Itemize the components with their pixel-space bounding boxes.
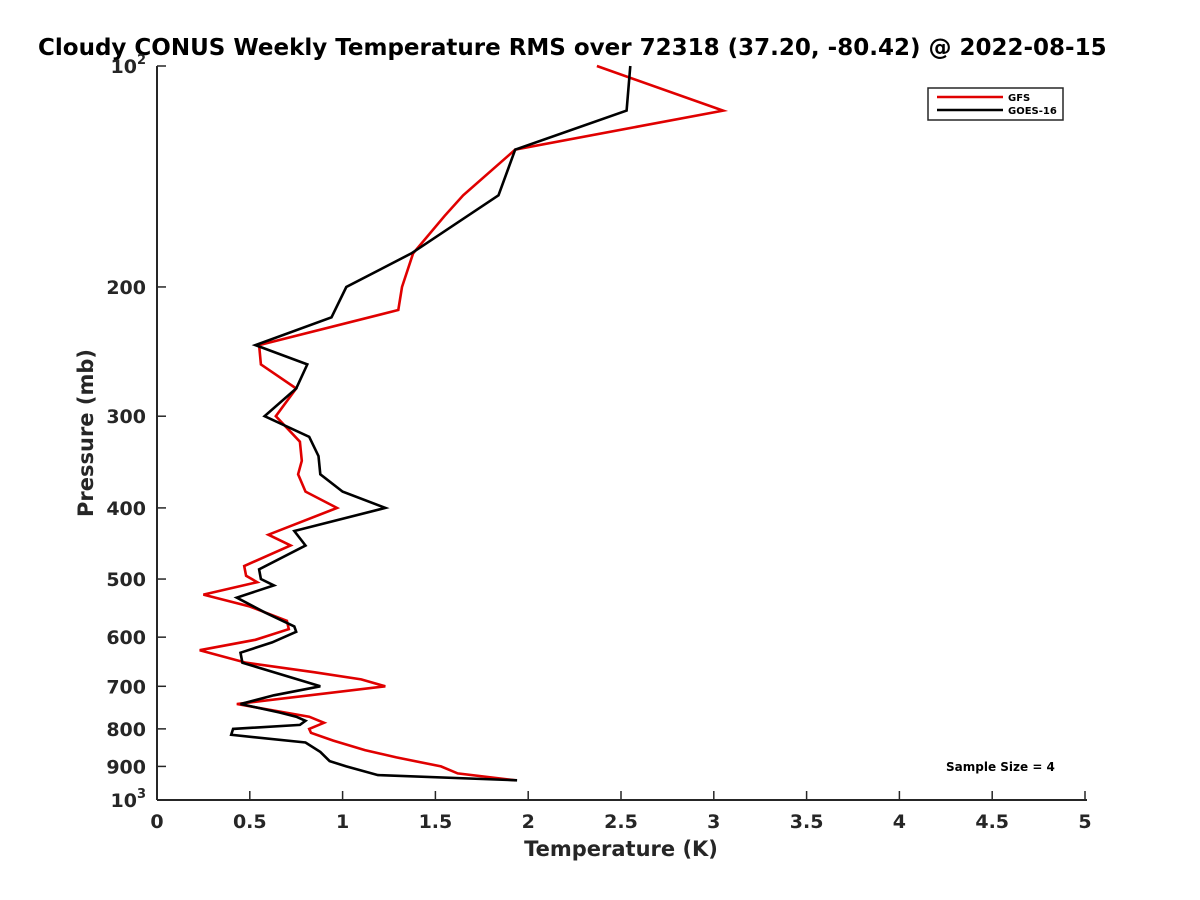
x-tick-label: 1: [336, 811, 349, 833]
y-tick-label: 102: [111, 53, 147, 78]
y-ticks: 102 200 300 400 500 600 700 800 900 103: [106, 53, 166, 812]
legend-label-goes16: GOES-16: [1008, 106, 1057, 117]
legend: GFS GOES-16: [927, 87, 1064, 121]
x-ticks: 0 0.5 1 1.5 2 2.5 3 3.5 4 4.5 5: [150, 791, 1092, 833]
sample-size-annotation: Sample Size = 4: [946, 760, 1055, 774]
x-axis-label: Temperature (K): [524, 837, 718, 861]
x-tick-label: 2.5: [604, 811, 638, 833]
series-line-goes16: [229, 65, 632, 782]
chart-title: Cloudy CONUS Weekly Temperature RMS over…: [38, 35, 1107, 61]
y-tick-label: 600: [106, 627, 146, 649]
y-tick-label: 103: [111, 787, 147, 812]
y-tick-label: 900: [106, 756, 146, 778]
x-tick-label: 0: [150, 811, 163, 833]
x-tick-label: 2: [522, 811, 535, 833]
y-tick-label: 500: [106, 569, 146, 591]
x-tick-label: 4: [893, 811, 906, 833]
y-tick-label: 700: [106, 676, 146, 698]
series-line-gfs: [199, 64, 729, 782]
plot-area: [199, 64, 729, 782]
x-tick-label: 1.5: [419, 811, 453, 833]
legend-label-gfs: GFS: [1008, 93, 1030, 104]
x-tick-label: 5: [1078, 811, 1091, 833]
x-tick-label: 0.5: [233, 811, 267, 833]
y-axis-label: Pressure (mb): [74, 349, 98, 517]
x-tick-label: 4.5: [975, 811, 1009, 833]
x-tick-label: 3: [707, 811, 720, 833]
y-tick-label: 200: [106, 277, 146, 299]
x-tick-label: 3.5: [790, 811, 824, 833]
y-tick-label: 300: [106, 406, 146, 428]
y-tick-label: 400: [106, 498, 146, 520]
y-tick-label: 800: [106, 719, 146, 741]
legend-box: [927, 87, 1064, 121]
